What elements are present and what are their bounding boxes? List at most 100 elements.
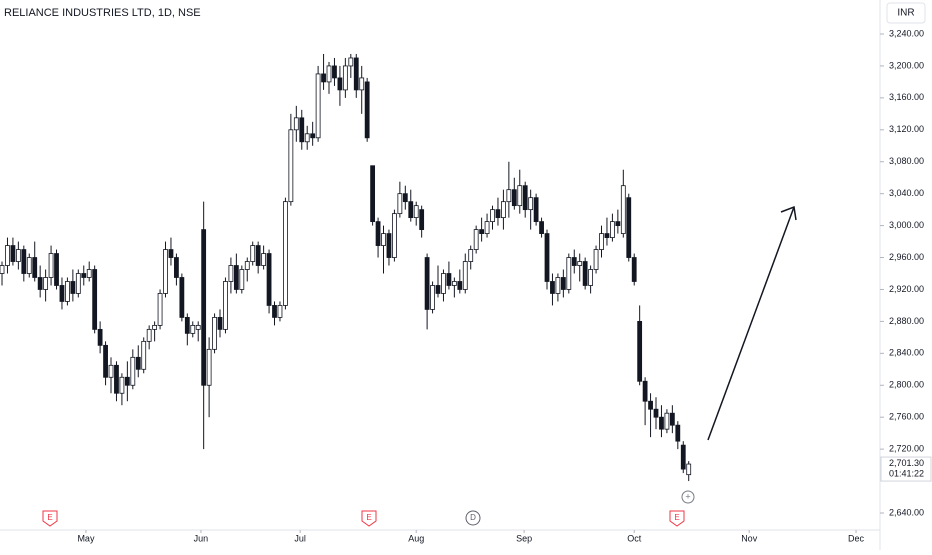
countdown: 01:41:22 [889,468,924,478]
y-tick-label: 2,840.00 [889,348,924,358]
candle-body [441,273,446,294]
candle-body [359,77,365,91]
candle-body [103,344,108,378]
y-tick-label: 2,640.00 [889,507,924,517]
candle-body [468,249,474,262]
candle-body [451,281,457,286]
candle-body [81,273,87,278]
candle-body [201,229,207,386]
candle-body [686,463,692,476]
event-marker [465,510,481,526]
candle-body [610,221,615,238]
candle-body [97,328,103,346]
y-tick-label: 3,240.00 [889,28,924,38]
candle-body [15,249,21,262]
candle-body [86,269,92,278]
candle-body [664,412,670,430]
candle-body [386,233,392,258]
x-tick-label: Dec [848,533,865,543]
y-tick-label: 2,800.00 [889,380,924,390]
candle-body [244,261,250,270]
candle-body [588,269,594,286]
candle-body [48,253,54,278]
candle-body [293,117,299,131]
candle-body [506,189,512,203]
candle-body [212,317,217,350]
candle-body [59,285,65,302]
candle-body [32,257,38,278]
x-tick-label: Jul [294,533,306,543]
candle-body [75,273,81,294]
candle-body [604,233,610,238]
candle-body [124,376,130,386]
candle-body [528,197,534,211]
candle-body [669,412,675,426]
candle-body [408,201,414,219]
candle-body [626,197,632,258]
candle-body [680,444,686,470]
currency-label[interactable]: INR [897,8,914,19]
y-tick-label: 3,160.00 [889,92,924,102]
candle-body [566,257,572,290]
candle-body [261,253,267,266]
event-icons: + [681,490,695,504]
candle-body [92,269,98,330]
candle-body [250,245,256,262]
currency-button[interactable] [886,2,926,24]
candle-body [642,380,648,402]
candle-body [637,321,643,382]
candle-body [364,81,370,139]
candle-body [141,340,147,370]
candles [0,53,692,482]
candle-body [174,257,179,278]
candle-body [653,408,659,418]
candle-body [310,133,316,139]
candle-body [571,257,577,266]
candle-body [599,233,604,250]
candle-body [190,324,196,334]
candle-body [501,201,506,219]
last-price-box [880,456,932,482]
candle-body [114,364,119,394]
candle-body [522,185,528,211]
candle-body [419,209,425,230]
candle-body [10,245,16,262]
candle-body [490,209,495,223]
candle-body [375,221,381,246]
y-tick-label: 2,880.00 [889,316,924,326]
candle-body [228,265,234,282]
arrow-drawing [707,205,797,441]
candle-body [217,317,223,330]
candle-body [54,253,59,286]
candle-body [277,305,283,318]
candle-body [108,364,114,378]
candle-body [353,57,359,91]
candle-body [620,185,626,234]
candle-body [435,285,441,294]
candle-body [577,261,583,266]
x-tick-label: Aug [408,533,424,543]
y-tick-label: 3,120.00 [889,124,924,134]
candle-body [239,269,245,290]
candle-body [119,376,125,394]
candle-body [70,281,76,294]
candle-body [675,424,681,442]
candle-body [659,416,664,430]
candle-body [283,201,288,306]
candle-body [304,133,310,143]
candle-body [332,65,337,79]
candle-body [473,229,479,250]
candle-body [168,249,174,258]
candle-body [130,356,136,386]
candle-body [157,293,163,326]
x-tick-label: Oct [627,533,642,543]
candle-body [206,348,212,386]
candle-body [555,277,561,294]
candle-body [539,221,544,234]
candle-body [550,281,555,294]
candle-body [457,281,463,290]
event-marker [361,510,377,527]
candle-body [381,233,386,246]
